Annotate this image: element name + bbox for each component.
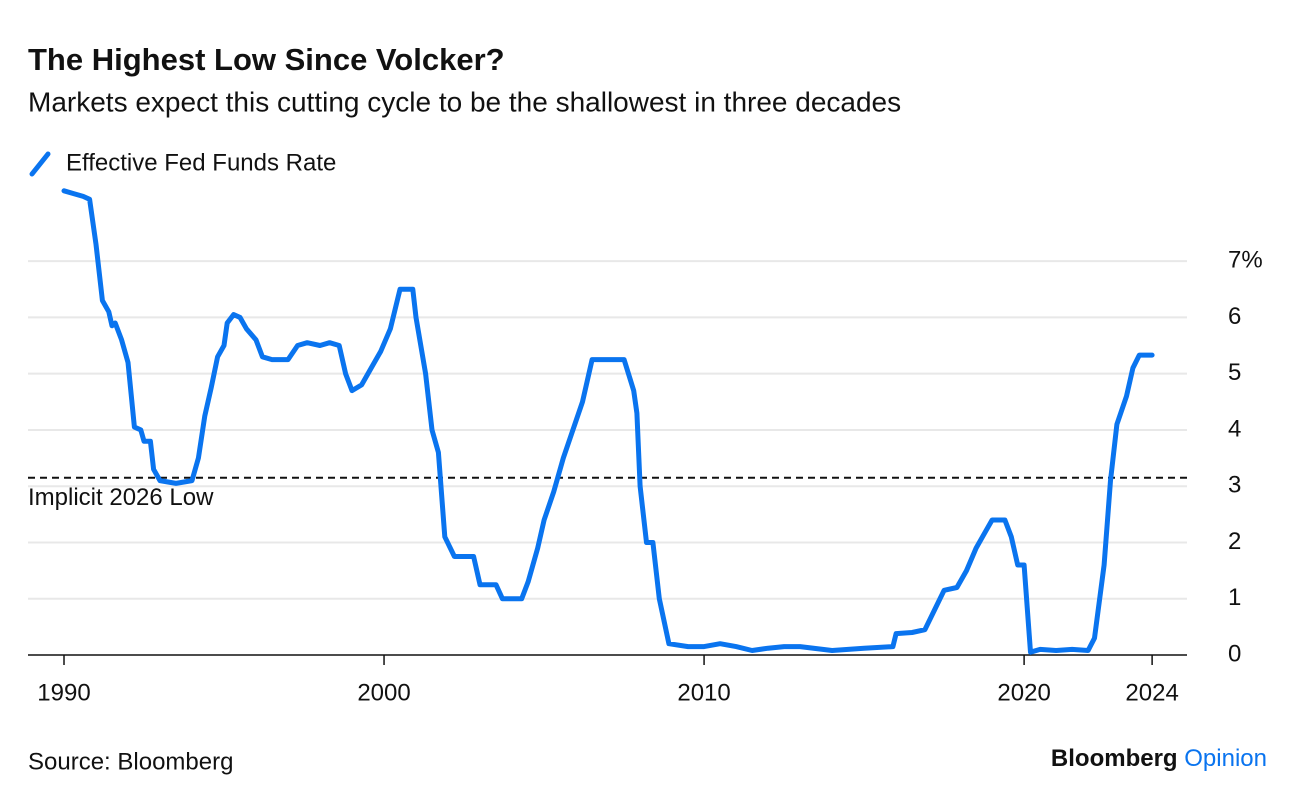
x-tick-label: 2000 — [357, 679, 410, 706]
x-tick-label: 2010 — [677, 679, 730, 706]
y-tick-label: 3 — [1228, 472, 1241, 499]
legend-label: Effective Fed Funds Rate — [66, 149, 336, 176]
x-tick-label: 2020 — [997, 679, 1050, 706]
brand: Bloomberg Opinion — [1051, 745, 1267, 772]
reference-label: Implicit 2026 Low — [28, 484, 214, 511]
brand-name: Bloomberg — [1051, 745, 1178, 772]
y-tick-label: 7% — [1228, 246, 1263, 273]
y-tick-label: 0 — [1228, 640, 1241, 667]
source: Source: Bloomberg — [28, 748, 233, 775]
y-tick-label: 4 — [1228, 415, 1241, 442]
brand-highlight: Opinion — [1184, 745, 1267, 772]
chart-title: The Highest Low Since Volcker? — [28, 42, 505, 77]
y-tick-label: 2 — [1228, 528, 1241, 555]
chart-subtitle: Markets expect this cutting cycle to be … — [28, 86, 901, 117]
x-tick-label: 1990 — [37, 679, 90, 706]
series-line — [61, 188, 1155, 655]
legend-swatch — [29, 151, 51, 177]
y-tick-label: 1 — [1228, 584, 1241, 611]
y-tick-label: 5 — [1228, 359, 1241, 386]
y-tick-label: 6 — [1228, 303, 1241, 330]
x-tick-label: 2024 — [1125, 679, 1178, 706]
